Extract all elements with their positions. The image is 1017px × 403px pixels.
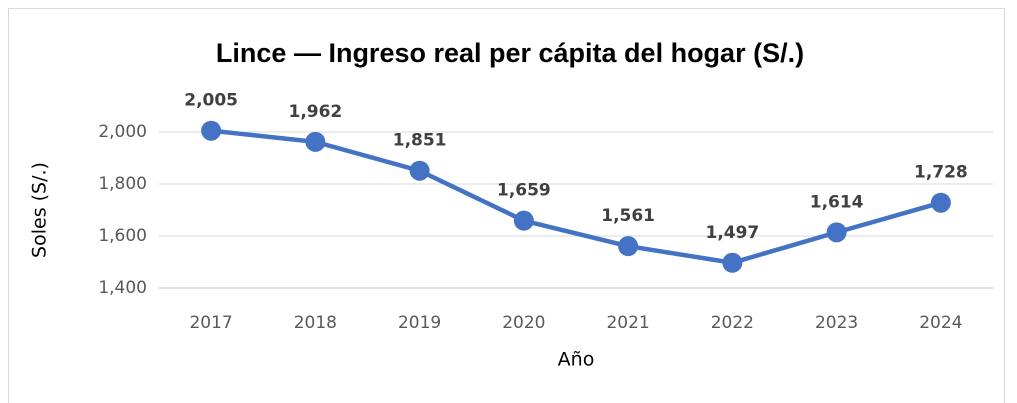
data-label: 1,728 (914, 163, 968, 183)
y-tick-label: 2,000 (98, 122, 147, 142)
x-tick-label: 2018 (294, 313, 337, 333)
x-tick-label: 2023 (815, 313, 858, 333)
y-tick-label: 1,400 (98, 278, 147, 298)
x-axis-label: Año (558, 349, 595, 371)
y-axis-label: Soles (S/.) (29, 162, 51, 258)
x-tick-label: 2020 (502, 313, 545, 333)
data-label: 1,561 (601, 206, 655, 226)
x-tick-label: 2019 (398, 313, 441, 333)
marker (930, 192, 951, 213)
data-label: 1,614 (810, 192, 864, 212)
marker (409, 160, 430, 181)
x-tick-label: 2022 (711, 313, 754, 333)
marker (513, 210, 534, 231)
chart-title: Lince — Ingreso real per cápita del hoga… (216, 38, 804, 68)
data-label: 2,005 (184, 91, 238, 111)
data-label: 1,851 (393, 131, 447, 151)
x-tick-label: 2021 (606, 313, 649, 333)
marker (305, 131, 326, 152)
marker (722, 252, 743, 273)
x-tick-label: 2017 (189, 313, 232, 333)
marker (201, 120, 222, 141)
data-label: 1,659 (497, 181, 551, 201)
x-tick-label: 2024 (919, 313, 962, 333)
marker (618, 236, 639, 257)
marker (826, 222, 847, 243)
data-label: 1,497 (705, 223, 759, 243)
line-series (210, 128, 942, 266)
chart-border (8, 8, 1005, 403)
y-tick-label: 1,800 (98, 174, 147, 194)
data-label: 1,962 (288, 102, 342, 122)
y-tick-label: 1,600 (98, 226, 147, 246)
